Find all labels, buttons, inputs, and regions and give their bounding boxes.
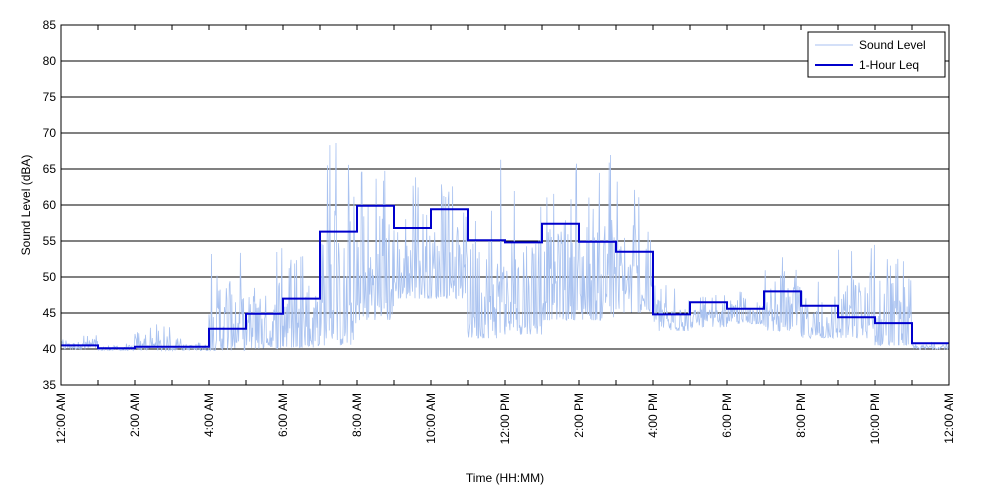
x-tick-labels: 12:00 AM 2:00 AM 4:00 AM 6:00 AM 8:00 AM 10:0…	[54, 393, 956, 444]
y-tick-label: 35	[43, 378, 57, 392]
x-tick-label: 8:00 AM	[350, 393, 364, 437]
x-tick-label: 10:00 PM	[868, 393, 882, 444]
y-tick-labels: 35 40 45 50 55 60 65 70 75 80 85	[43, 18, 57, 392]
x-tick-label: 2:00 AM	[128, 393, 142, 437]
y-tick-label: 65	[43, 162, 57, 176]
legend-label-leq: 1-Hour Leq	[859, 58, 919, 72]
x-tick-label: 12:00 AM	[54, 393, 68, 444]
y-tick-label: 50	[43, 270, 57, 284]
legend-label-sound-level: Sound Level	[859, 38, 926, 52]
y-tick-label: 45	[43, 306, 57, 320]
leq-step-line	[61, 204, 949, 350]
y-tick-label: 75	[43, 90, 57, 104]
y-tick-label: 55	[43, 234, 57, 248]
x-tick-label: 4:00 AM	[202, 393, 216, 437]
y-tick-label: 60	[43, 198, 57, 212]
x-tick-label: 6:00 AM	[276, 393, 290, 437]
y-tick-label: 70	[43, 126, 57, 140]
legend-box	[807, 31, 946, 78]
x-ticks	[60, 25, 950, 385]
x-tick-label: 6:00 PM	[720, 393, 734, 438]
x-axis-title: Time (HH:MM)	[466, 471, 544, 485]
y-axis-title: Sound Level (dBA)	[19, 155, 33, 256]
y-tick-label: 40	[43, 342, 57, 356]
x-tick-label: 12:00 PM	[498, 393, 512, 444]
x-tick-label: 8:00 PM	[794, 393, 808, 438]
plot-frame	[60, 24, 950, 386]
x-tick-label: 10:00 AM	[424, 393, 438, 444]
x-tick-label: 4:00 PM	[646, 393, 660, 438]
y-tick-label: 80	[43, 54, 57, 68]
leq-series	[61, 204, 949, 350]
x-tick-label: 2:00 PM	[572, 393, 586, 438]
y-tick-label: 85	[43, 18, 57, 32]
x-tick-label: 12:00 AM	[942, 393, 956, 444]
legend: Sound Level 1-Hour Leq	[807, 31, 946, 78]
